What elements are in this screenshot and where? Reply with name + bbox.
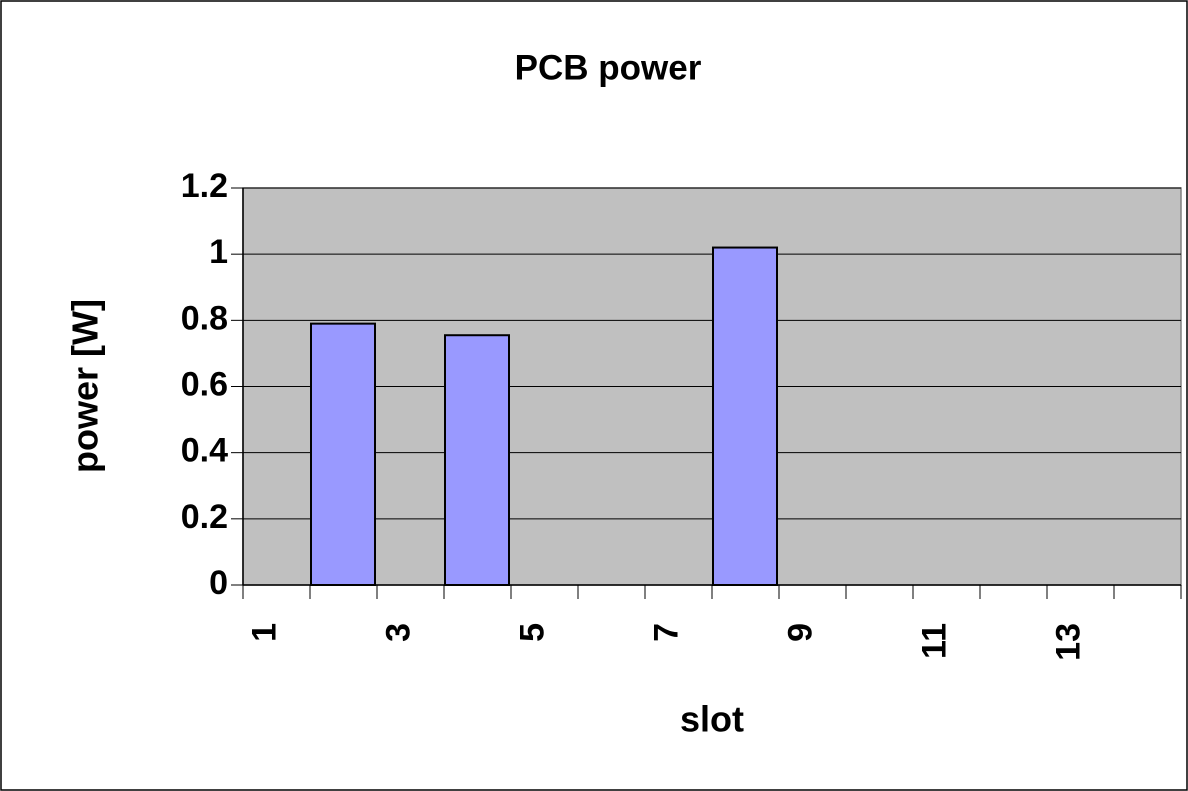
bar [444, 334, 510, 586]
bar [310, 322, 376, 586]
y-axis-label: power [W] [65, 299, 106, 473]
chart-title: PCB power [515, 48, 702, 87]
y-tick-label: 1 [209, 233, 228, 271]
y-tick-label: 1.2 [181, 167, 228, 205]
y-tick-label: 0.6 [181, 365, 228, 403]
bar [712, 246, 778, 587]
x-tick-label: 9 [781, 623, 819, 642]
y-tick-label: 0.2 [181, 498, 228, 536]
x-tick-label: 13 [1049, 623, 1087, 661]
x-tick-label: 7 [647, 623, 685, 642]
y-tick-label: 0 [209, 564, 228, 602]
x-tick-label: 5 [513, 623, 551, 642]
x-axis-label: slot [680, 699, 744, 740]
y-tick-label: 0.8 [181, 299, 228, 337]
x-tick-label: 1 [245, 623, 283, 642]
x-tick-label: 11 [915, 623, 953, 659]
y-tick-label: 0.4 [181, 432, 228, 470]
x-tick-label: 3 [379, 623, 417, 642]
